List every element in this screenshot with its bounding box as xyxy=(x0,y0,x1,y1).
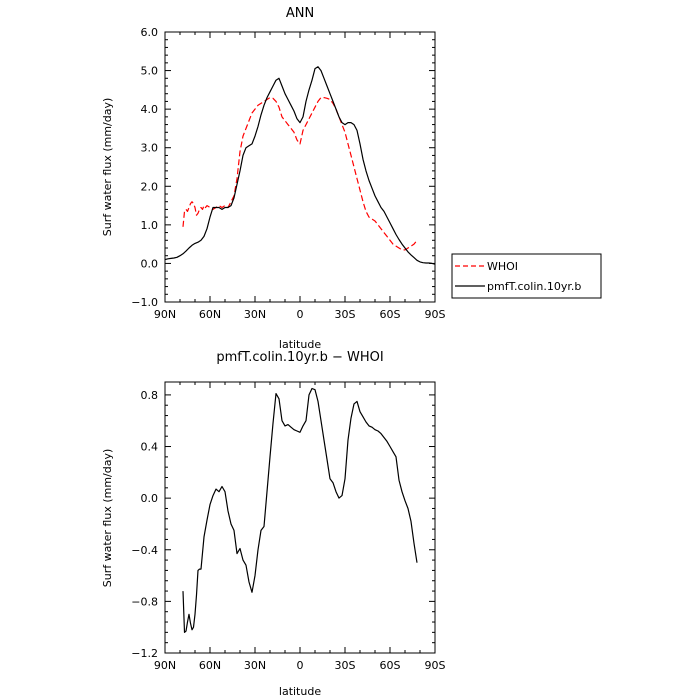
top-x-tick-label: 90S xyxy=(425,308,446,321)
top-y-tick-label: 4.0 xyxy=(141,103,159,116)
top-series-line-1 xyxy=(164,66,436,265)
top-x-tick-label: 90N xyxy=(154,308,176,321)
bottom-y-tick-label: 0.4 xyxy=(141,441,159,454)
legend-label-model: pmfT.colin.10yr.b xyxy=(487,280,581,293)
top-y-tick-label: 6.0 xyxy=(141,26,159,39)
top-panel: ANN 90N 60N 30N 0 30S 60S 90S −1.0 0.0 1.0 2.0 3.0 4… xyxy=(101,6,446,351)
legend: WHOI pmfT.colin.10yr.b xyxy=(451,253,602,299)
bottom-x-tick-label: 0 xyxy=(297,659,304,672)
top-axis-ticks: 90N 60N 30N 0 30S 60S 90S −1.0 0.0 1.0 2.0 3.0 4.0 5.… xyxy=(131,26,445,321)
bottom-y-tick-label: −0.4 xyxy=(131,544,158,557)
bottom-y-tick-label: 0.0 xyxy=(141,492,159,505)
bottom-series-line-0 xyxy=(182,387,418,634)
bottom-series-lines xyxy=(182,387,418,634)
top-x-tick-label: 0 xyxy=(297,308,304,321)
top-y-tick-label: 0.0 xyxy=(141,257,159,270)
top-x-tick-label: 60N xyxy=(199,308,221,321)
top-series-line-0 xyxy=(182,96,418,251)
bottom-x-tick-label: 30S xyxy=(335,659,356,672)
top-y-tick-label: 1.0 xyxy=(141,219,159,232)
bottom-x-tick-label: 60N xyxy=(199,659,221,672)
top-y-tick-label: −1.0 xyxy=(131,296,158,309)
top-chart-title: ANN xyxy=(286,6,314,21)
legend-box xyxy=(451,253,602,299)
top-x-tick-label: 60S xyxy=(380,308,401,321)
bottom-x-tick-label: 90S xyxy=(425,659,446,672)
top-x-tick-label: 30S xyxy=(335,308,356,321)
top-y-tick-label: 5.0 xyxy=(141,65,159,78)
top-x-tick-label: 30N xyxy=(244,308,266,321)
top-x-axis-label: latitude xyxy=(279,338,321,351)
bottom-x-tick-label: 60S xyxy=(380,659,401,672)
legend-label-whoi: WHOI xyxy=(487,260,518,273)
bottom-x-axis-label: latitude xyxy=(279,685,321,698)
bottom-x-tick-label: 90N xyxy=(154,659,176,672)
bottom-x-tick-label: 30N xyxy=(244,659,266,672)
top-y-tick-label: 2.0 xyxy=(141,180,159,193)
top-y-tick-label: 3.0 xyxy=(141,142,159,155)
bottom-y-axis-label: Surf water flux (mm/day) xyxy=(101,449,114,588)
bottom-panel: pmfT.colin.10yr.b − WHOI 90N 60N 30N 0 30S 60… xyxy=(101,350,446,698)
bottom-y-tick-label: −0.8 xyxy=(131,595,158,608)
bottom-axis-ticks: 90N 60N 30N 0 30S 60S 90S −1.2 −0.8 −0.4 0.0 0.4 0.8 xyxy=(131,382,446,672)
top-series-lines xyxy=(164,66,436,265)
bottom-y-tick-label: 0.8 xyxy=(141,389,159,402)
bottom-y-tick-label: −1.2 xyxy=(131,647,158,660)
bottom-chart-title: pmfT.colin.10yr.b − WHOI xyxy=(216,350,383,365)
top-y-axis-label: Surf water flux (mm/day) xyxy=(101,98,114,237)
